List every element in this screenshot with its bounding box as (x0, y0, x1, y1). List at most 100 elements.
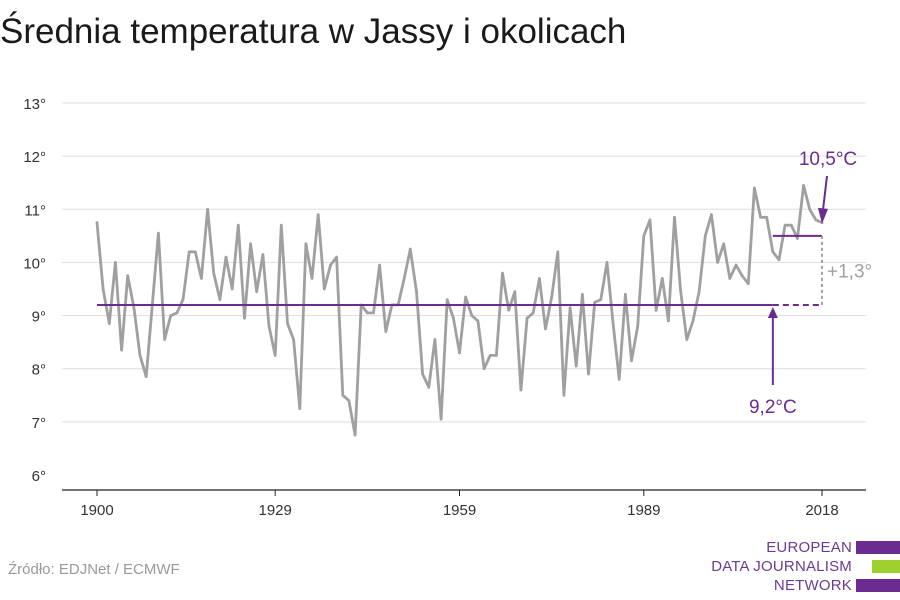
data-point (323, 287, 326, 291)
baseline-value-label: 9,2°C (749, 397, 797, 418)
data-point (587, 372, 590, 376)
data-point (734, 263, 738, 267)
data-point (107, 322, 111, 325)
data-point (194, 250, 197, 254)
data-point (230, 287, 234, 291)
recent-arrow-shaft (822, 175, 828, 210)
data-point (581, 293, 584, 296)
data-point (550, 295, 553, 299)
data-point (243, 316, 246, 320)
data-point (513, 290, 517, 293)
data-point (636, 324, 639, 328)
data-point (673, 215, 676, 219)
data-point (519, 388, 523, 392)
logo-line-3: NETWORK (773, 577, 852, 594)
data-point (495, 354, 498, 357)
data-point (648, 218, 652, 222)
grid-lines (62, 102, 866, 423)
data-point (267, 324, 271, 328)
y-tick-label: 7° (32, 415, 46, 432)
data-point (667, 319, 670, 323)
data-point (642, 234, 646, 238)
data-point (409, 247, 412, 251)
data-point (310, 277, 314, 280)
data-point (200, 277, 203, 280)
data-point (439, 417, 443, 421)
data-point (114, 261, 117, 264)
y-tick-label: 11° (24, 202, 46, 219)
data-point (335, 255, 338, 259)
data-point (802, 184, 805, 187)
source-note: Źródło: EDJNet / ECMWF (8, 561, 180, 578)
data-point (470, 314, 474, 317)
data-point (292, 338, 295, 341)
logo-bar-3 (856, 579, 900, 592)
data-point (163, 338, 166, 341)
data-point (132, 306, 136, 309)
logo-line-2: DATA JOURNALISM (711, 558, 852, 575)
data-point (753, 186, 756, 190)
data-point (710, 213, 713, 216)
data-point (482, 367, 486, 371)
data-point (384, 330, 388, 333)
data-point (95, 221, 99, 224)
data-point (568, 306, 572, 309)
data-point (556, 250, 560, 254)
y-tick-label: 13° (23, 96, 46, 113)
data-point (654, 308, 658, 312)
chart-title: Średnia temperatura w Jassy i okolicach (0, 12, 627, 51)
data-point (679, 290, 682, 293)
data-point (814, 218, 818, 222)
data-point (796, 237, 799, 240)
data-point (175, 311, 179, 315)
data-point (544, 327, 547, 331)
data-point (501, 271, 504, 275)
data-point (808, 207, 812, 211)
data-point (157, 231, 160, 235)
data-point (525, 316, 529, 320)
data-point (691, 319, 695, 323)
data-point (341, 393, 345, 397)
y-tick-label: 8° (32, 362, 46, 379)
data-point (427, 386, 431, 389)
data-point (716, 261, 719, 264)
data-point (181, 298, 185, 301)
logo-bar-2 (872, 560, 900, 573)
data-point (304, 242, 308, 246)
data-point (187, 250, 191, 254)
data-point (685, 338, 689, 341)
data-point (421, 372, 424, 376)
data-point (402, 277, 406, 280)
data-point (605, 261, 609, 264)
y-axis-labels: 6° 7° 8° 9° 10° 11° 12° 13° (23, 96, 46, 485)
data-point (273, 354, 277, 357)
data-point (169, 314, 173, 317)
data-point (329, 263, 332, 267)
data-point (144, 375, 148, 378)
logo-bar-1 (856, 541, 900, 554)
x-tick-label: 2018 (805, 502, 838, 519)
logo-line-1: EUROPEAN (766, 539, 852, 556)
annotations-layer: +1,3° 9,2°C 10,5°C (97, 149, 872, 418)
data-point (783, 223, 787, 227)
data-point (722, 242, 725, 246)
data-point (765, 215, 769, 219)
edjnet-logo: EUROPEAN DATA JOURNALISM NETWORK (700, 538, 900, 596)
data-point (728, 277, 732, 280)
data-point (476, 319, 480, 323)
recent-arrow-head (818, 207, 828, 224)
data-point (433, 338, 437, 341)
x-tick-label: 1900 (80, 502, 113, 519)
x-axis: 1900 1929 1959 1989 2018 (62, 489, 866, 519)
data-point (740, 274, 744, 278)
data-point (538, 277, 541, 280)
data-point (562, 393, 566, 397)
data-point (261, 253, 265, 256)
data-point (458, 351, 461, 355)
data-point (771, 250, 775, 254)
data-point (353, 433, 357, 437)
data-point (347, 399, 351, 402)
data-point (126, 274, 130, 278)
temperature-series-line (95, 183, 824, 437)
